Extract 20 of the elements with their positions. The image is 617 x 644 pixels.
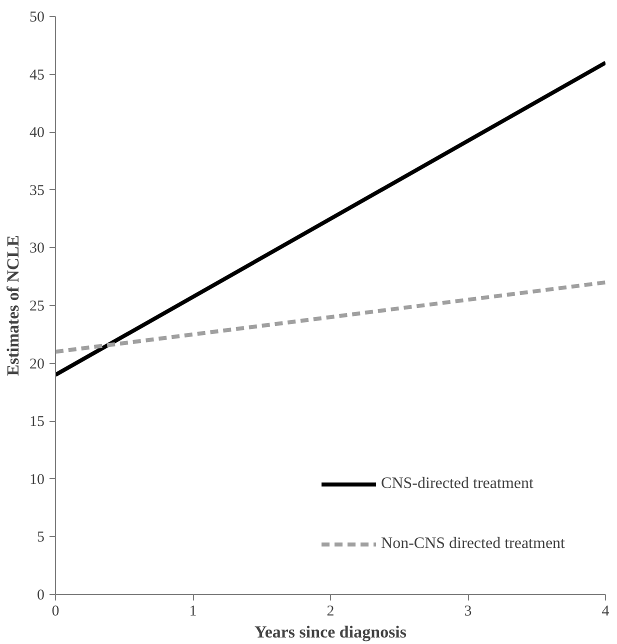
x-tick-label: 2 [326, 604, 334, 620]
y-tick-label: 10 [30, 472, 44, 488]
y-tick-label: 25 [30, 298, 44, 314]
x-axis-title: Years since diagnosis [254, 622, 407, 642]
x-tick-label: 3 [464, 604, 472, 620]
y-tick-label: 0 [37, 588, 44, 604]
legend-label: Non-CNS directed treatment [381, 535, 565, 553]
y-tick-label: 5 [37, 530, 44, 546]
y-tick-label: 20 [30, 356, 44, 372]
x-tick-label: 1 [189, 604, 197, 620]
y-tick-label: 40 [30, 125, 44, 142]
x-tick-label: 4 [602, 604, 610, 620]
y-tick-label: 45 [30, 67, 44, 84]
y-tick-label: 15 [30, 414, 44, 430]
y-tick-label: 50 [30, 10, 44, 26]
legend-label: CNS-directed treatment [381, 475, 534, 493]
y-tick-label: 35 [30, 182, 44, 199]
y-tick-label: 30 [30, 240, 44, 257]
x-tick-label: 0 [52, 604, 60, 620]
y-axis-title: Estimates of NCLE [4, 235, 22, 376]
